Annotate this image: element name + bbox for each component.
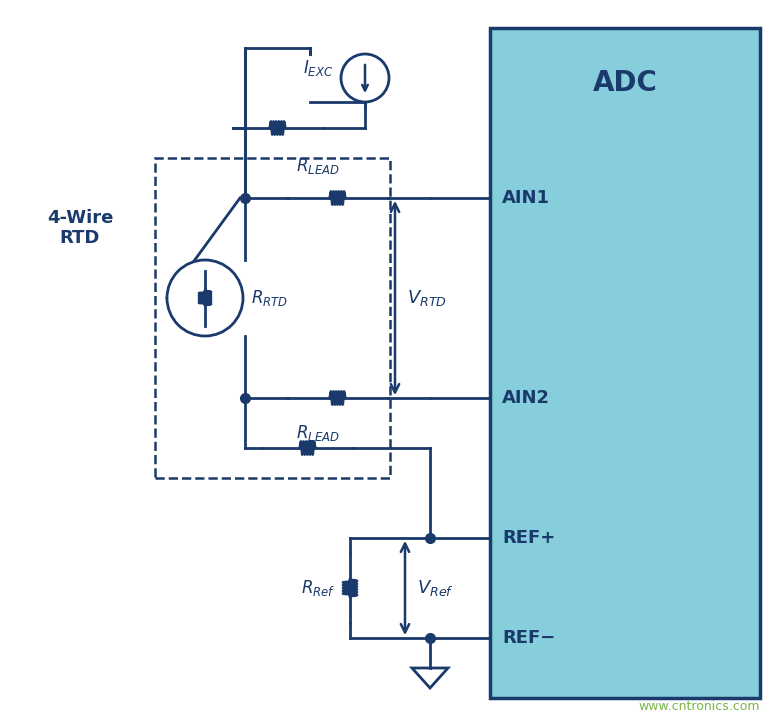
Text: $V_{RTD}$: $V_{RTD}$ [407,288,447,308]
Circle shape [341,54,389,102]
Circle shape [167,260,243,336]
Text: $R_{LEAD}$: $R_{LEAD}$ [296,423,339,443]
Text: ADC: ADC [593,69,658,97]
Text: AIN2: AIN2 [502,389,550,407]
Text: $R_{RTD}$: $R_{RTD}$ [251,288,288,308]
Text: $R_{LEAD}$: $R_{LEAD}$ [296,156,339,176]
Bar [490,28,760,698]
Text: $V_{Ref}$: $V_{Ref}$ [417,578,454,598]
Text: www.cntronics.com: www.cntronics.com [638,700,760,713]
Text: REF−: REF− [502,629,555,647]
Text: $I_{EXC}$: $I_{EXC}$ [303,58,333,78]
Text: $R_{Ref}$: $R_{Ref}$ [300,578,335,598]
Text: 4-Wire
RTD: 4-Wire RTD [47,209,113,248]
Text: AIN1: AIN1 [502,189,550,207]
Bar [155,158,390,478]
Text: REF+: REF+ [502,529,555,547]
